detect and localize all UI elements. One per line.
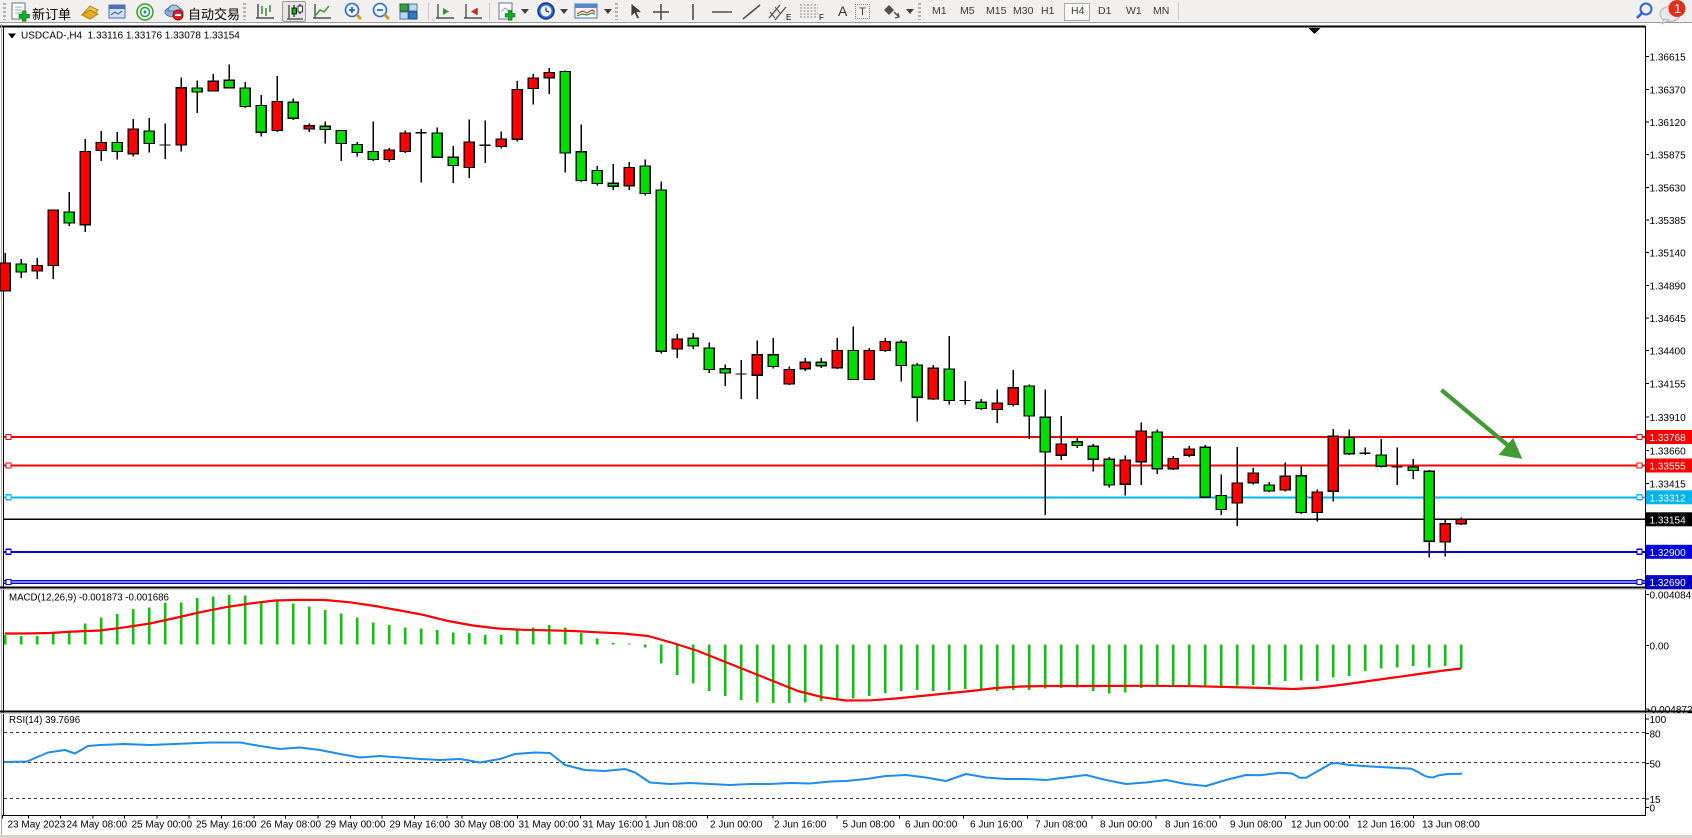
svg-text:7 Jun 08:00: 7 Jun 08:00 [1035, 820, 1088, 831]
svg-text:1.33768: 1.33768 [1650, 433, 1687, 444]
svg-text:1.34645: 1.34645 [1650, 314, 1687, 325]
svg-text:RSI(14) 39.7696: RSI(14) 39.7696 [9, 715, 80, 726]
svg-text:8 Jun 00:00: 8 Jun 00:00 [1100, 820, 1153, 831]
svg-text:F: F [819, 13, 824, 22]
svg-text:-0.004872: -0.004872 [1648, 705, 1692, 716]
svg-text:12 Jun 00:00: 12 Jun 00:00 [1291, 820, 1349, 831]
svg-text:1.35140: 1.35140 [1650, 249, 1687, 260]
svg-text:100: 100 [1650, 715, 1667, 726]
svg-text:1.34155: 1.34155 [1650, 379, 1687, 390]
svg-text:1.33660: 1.33660 [1650, 447, 1687, 458]
svg-text:0.00: 0.00 [1650, 641, 1670, 652]
svg-text:1.33555: 1.33555 [1650, 462, 1687, 473]
svg-text:25 May 16:00: 25 May 16:00 [196, 820, 257, 831]
svg-text:12 Jun 16:00: 12 Jun 16:00 [1357, 820, 1415, 831]
svg-text:1.36615: 1.36615 [1650, 53, 1687, 64]
svg-text:9 Jun 08:00: 9 Jun 08:00 [1230, 820, 1283, 831]
svg-text:1.33154: 1.33154 [1650, 515, 1687, 526]
svg-text:1.33910: 1.33910 [1650, 413, 1687, 424]
svg-text:1.32690: 1.32690 [1650, 578, 1687, 589]
svg-text:1.36120: 1.36120 [1650, 118, 1687, 129]
svg-text:25 May 00:00: 25 May 00:00 [132, 820, 193, 831]
svg-text:24 May 08:00: 24 May 08:00 [67, 820, 128, 831]
svg-text:2 Jun 16:00: 2 Jun 16:00 [774, 820, 827, 831]
svg-text:30 May 08:00: 30 May 08:00 [454, 820, 515, 831]
svg-text:31 May 00:00: 31 May 00:00 [519, 820, 580, 831]
svg-text:26 May 08:00: 26 May 08:00 [261, 820, 322, 831]
svg-text:0: 0 [1650, 804, 1656, 815]
svg-text:5 Jun 08:00: 5 Jun 08:00 [843, 820, 896, 831]
svg-text:0.004084: 0.004084 [1650, 591, 1692, 602]
svg-text:1 Jun 08:00: 1 Jun 08:00 [645, 820, 698, 831]
svg-text:1: 1 [1674, 1, 1681, 16]
svg-text:1.34890: 1.34890 [1650, 281, 1687, 292]
svg-text:1.35875: 1.35875 [1650, 151, 1687, 162]
svg-text:1.36370: 1.36370 [1650, 85, 1687, 96]
svg-text:1.34400: 1.34400 [1650, 347, 1687, 358]
svg-text:29 May 00:00: 29 May 00:00 [325, 820, 386, 831]
svg-text:13 Jun 08:00: 13 Jun 08:00 [1422, 820, 1480, 831]
svg-text:1.35630: 1.35630 [1650, 183, 1687, 194]
svg-text:29 May 16:00: 29 May 16:00 [390, 820, 451, 831]
svg-text:MACD(12,26,9) -0.001873 -0.001: MACD(12,26,9) -0.001873 -0.001686 [9, 593, 169, 604]
svg-text:15: 15 [1650, 795, 1662, 806]
svg-text:1.32900: 1.32900 [1650, 548, 1687, 559]
svg-text:23 May 2023: 23 May 2023 [8, 820, 66, 831]
svg-text:1.33415: 1.33415 [1650, 480, 1687, 491]
svg-text:2 Jun 00:00: 2 Jun 00:00 [710, 820, 763, 831]
svg-text:80: 80 [1650, 730, 1662, 741]
svg-text:8 Jun 16:00: 8 Jun 16:00 [1165, 820, 1218, 831]
svg-text:1.35385: 1.35385 [1650, 216, 1687, 227]
svg-text:USDCAD-,H4 1.33116 1.33176 1.: USDCAD-,H4 1.33116 1.33176 1.33078 1.331… [21, 31, 240, 42]
svg-text:6 Jun 00:00: 6 Jun 00:00 [905, 820, 958, 831]
svg-text:6 Jun 16:00: 6 Jun 16:00 [970, 820, 1023, 831]
svg-text:1.33312: 1.33312 [1650, 493, 1687, 504]
svg-text:E: E [786, 13, 791, 22]
svg-text:31 May 16:00: 31 May 16:00 [583, 820, 644, 831]
svg-text:50: 50 [1650, 760, 1662, 771]
